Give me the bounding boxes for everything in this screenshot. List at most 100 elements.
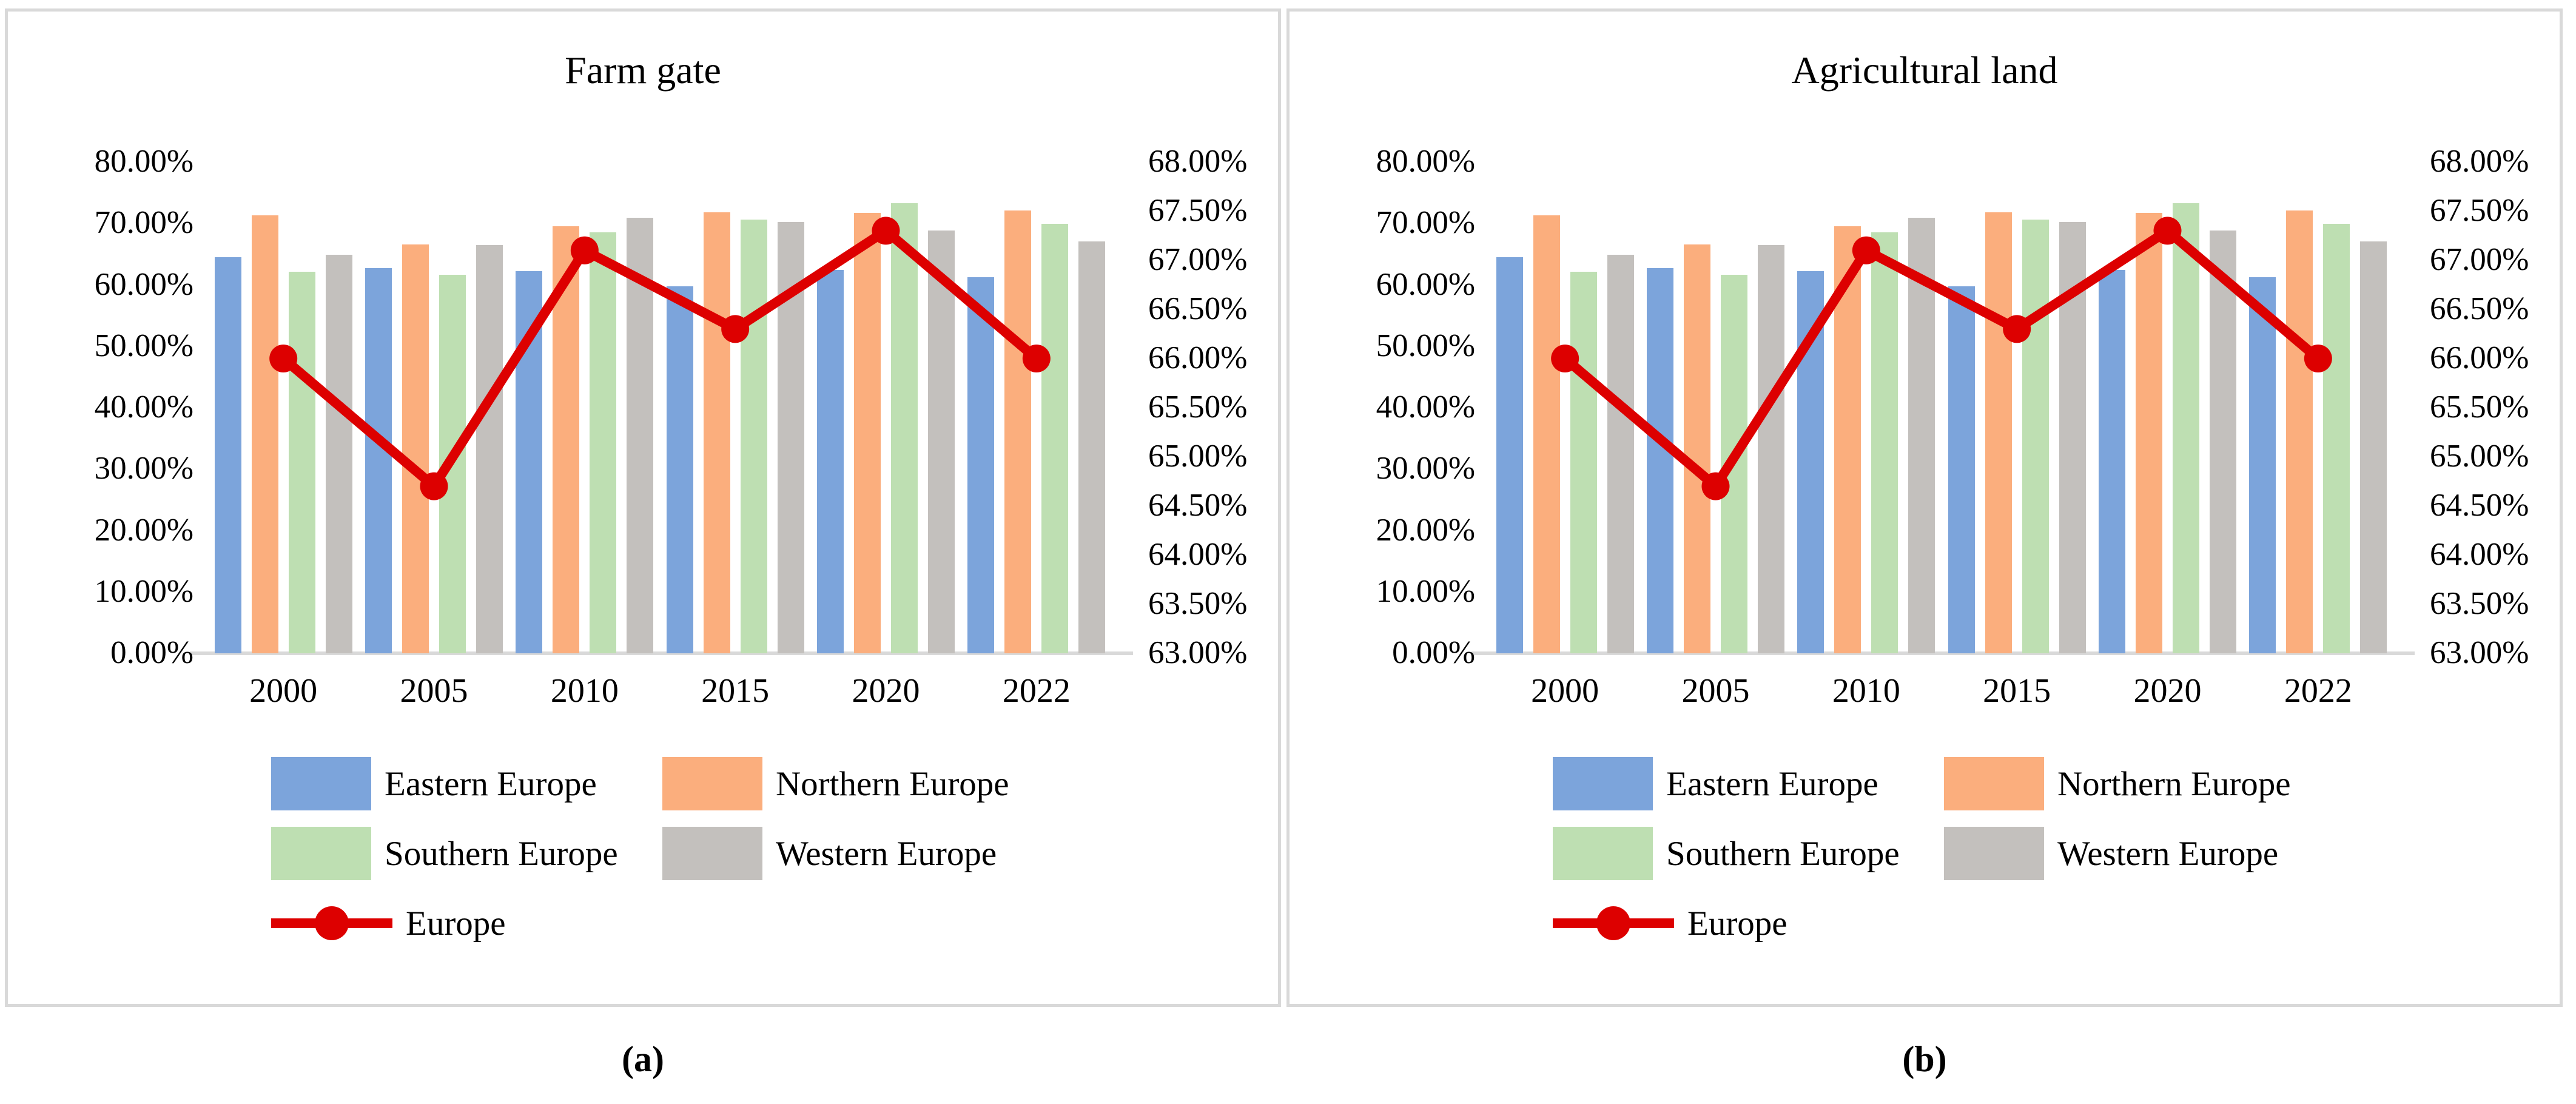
bar-western-europe	[1758, 244, 1784, 653]
legend-item-western-europe: Western Europe	[662, 826, 997, 881]
legend-item-europe: Europe	[1553, 896, 1787, 951]
right-axis-tick-label: 67.00%	[1148, 242, 1248, 277]
right-axis-tick-label: 63.50%	[2430, 586, 2529, 621]
x-axis-category-label: 2022	[2284, 672, 2352, 710]
bar-western-europe	[1908, 218, 1935, 653]
bar-western-europe	[928, 231, 955, 653]
legend-label: Southern Europe	[385, 834, 618, 873]
x-axis-category-label: 2020	[2133, 672, 2202, 710]
bar-northern-europe	[1533, 215, 1560, 653]
right-axis-tick-label: 64.00%	[2430, 537, 2529, 572]
bar-southern-europe	[288, 272, 315, 653]
bar-eastern-europe	[214, 257, 241, 653]
europe-line-marker	[420, 472, 448, 500]
legend-label: Northern Europe	[2057, 764, 2291, 803]
legend-label: Eastern Europe	[385, 764, 597, 803]
left-axis-tick-label: 60.00%	[1376, 266, 1475, 302]
europe-line-marker	[1852, 236, 1880, 264]
right-axis-tick-label: 65.50%	[2430, 389, 2529, 425]
right-axis-tick-label: 64.50%	[2430, 488, 2529, 523]
bar-eastern-europe	[365, 268, 392, 653]
legend-swatch-eastern-europe	[1553, 757, 1653, 810]
bar-southern-europe	[1041, 224, 1069, 653]
caption-b: (b)	[1902, 1039, 1947, 1079]
bar-northern-europe	[402, 244, 429, 653]
left-axis-tick-label: 40.00%	[1376, 389, 1475, 425]
x-axis-line	[1471, 651, 2415, 655]
bar-northern-europe	[854, 213, 881, 653]
legend-line-dot	[1596, 906, 1630, 940]
left-axis-tick-label: 10.00%	[94, 573, 193, 609]
legend-swatch-western-europe	[1944, 827, 2044, 880]
right-axis-tick-label: 68.00%	[1148, 144, 1248, 179]
bar-southern-europe	[2022, 220, 2049, 653]
bar-western-europe	[325, 254, 352, 653]
left-axis-tick-label: 20.00%	[94, 512, 193, 548]
right-axis-tick-label: 65.50%	[1148, 389, 1248, 425]
bar-western-europe	[2210, 231, 2236, 653]
right-axis-tick-label: 68.00%	[2430, 144, 2529, 179]
legend-swatch-eastern-europe	[271, 757, 371, 810]
bar-western-europe	[476, 244, 503, 653]
europe-line-marker	[872, 217, 900, 245]
legend-swatch-southern-europe	[1553, 827, 1653, 880]
caption-a: (a)	[622, 1039, 664, 1079]
bar-eastern-europe	[967, 277, 995, 653]
legend-swatch-southern-europe	[271, 827, 371, 880]
left-axis-tick-label: 70.00%	[94, 205, 193, 241]
left-axis-tick-label: 0.00%	[110, 635, 193, 670]
line-series-layer	[269, 217, 1051, 500]
left-axis-tick-label: 40.00%	[94, 389, 193, 425]
chart-title: Agricultural land	[1791, 49, 2058, 92]
right-axis-tick-label: 67.00%	[2430, 242, 2529, 277]
left-axis-tick-label: 80.00%	[94, 144, 193, 179]
right-axis-tick-label: 66.00%	[1148, 340, 1248, 375]
x-axis-category-label: 2020	[852, 672, 920, 710]
europe-line-marker	[2153, 217, 2182, 245]
europe-line-marker	[2304, 345, 2332, 372]
x-axis-category-label: 2015	[701, 672, 770, 710]
europe-line-marker	[269, 345, 298, 372]
line-series-layer	[1551, 217, 2332, 500]
legend-label: Southern Europe	[1666, 834, 1900, 873]
left-axis-tick-label: 30.00%	[1376, 451, 1475, 486]
bar-western-europe	[1607, 254, 1634, 653]
legend-label: Western Europe	[2057, 834, 2279, 873]
left-axis-tick-label: 0.00%	[1392, 635, 1475, 670]
right-axis-tick-label: 64.00%	[1148, 537, 1248, 572]
figure-panel-farm-gate: Farm gate 80.00% 70.00% 60.00% 50.00% 40.00%…	[5, 8, 1281, 1007]
left-axis-tick-label: 60.00%	[94, 266, 193, 302]
left-axis-tick-label: 30.00%	[94, 451, 193, 486]
legend-item-eastern-europe: Eastern Europe	[271, 756, 597, 811]
europe-line-marker	[1022, 345, 1051, 372]
x-axis-category-label: 2005	[1681, 672, 1750, 710]
legend-item-southern-europe: Southern Europe	[271, 826, 618, 881]
legend-line-dot	[315, 906, 349, 940]
bar-northern-europe	[2286, 210, 2313, 653]
left-axis-tick-label: 80.00%	[1376, 144, 1475, 179]
bar-northern-europe	[2136, 213, 2162, 653]
x-axis-category-label: 2010	[550, 672, 619, 710]
right-axis-tick-label: 64.50%	[1148, 488, 1248, 523]
x-axis-category-label: 2000	[1531, 672, 1599, 710]
legend-item-eastern-europe: Eastern Europe	[1553, 756, 1878, 811]
right-axis-tick-label: 66.50%	[1148, 291, 1248, 326]
bar-eastern-europe	[1948, 286, 1975, 653]
bar-western-europe	[627, 218, 654, 653]
x-axis-category-label: 2022	[1002, 672, 1071, 710]
left-axis-tick-label: 70.00%	[1376, 205, 1475, 241]
figure-panel-agricultural-land: Agricultural land 80.00% 70.00% 60.00% 50.0…	[1286, 8, 2563, 1007]
europe-line-marker	[2003, 315, 2031, 343]
right-axis-tick-label: 67.50%	[2430, 193, 2529, 228]
legend-item-southern-europe: Southern Europe	[1553, 826, 1900, 881]
bar-southern-europe	[2173, 203, 2199, 653]
bar-eastern-europe	[1647, 268, 1673, 653]
x-axis-category-label: 2015	[1983, 672, 2051, 710]
x-axis-line	[190, 651, 1133, 655]
left-axis-tick-label: 50.00%	[1376, 328, 1475, 363]
right-axis-tick-label: 63.00%	[1148, 635, 1248, 670]
europe-line-marker	[570, 236, 599, 264]
bar-northern-europe	[703, 212, 730, 653]
legend-item-europe: Europe	[271, 896, 506, 951]
right-axis-tick-label: 65.00%	[1148, 439, 1248, 474]
